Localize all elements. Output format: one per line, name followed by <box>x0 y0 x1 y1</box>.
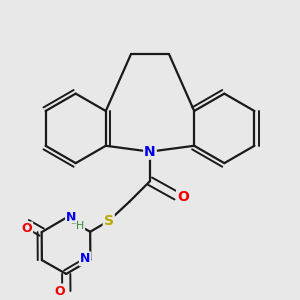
Text: N: N <box>144 145 156 159</box>
Text: O: O <box>177 190 189 204</box>
Text: ⁻H: ⁻H <box>70 221 84 231</box>
Text: N: N <box>80 252 90 266</box>
Text: O: O <box>55 284 65 298</box>
Text: O: O <box>22 223 32 236</box>
Text: S: S <box>104 214 114 228</box>
Text: N: N <box>66 212 76 224</box>
